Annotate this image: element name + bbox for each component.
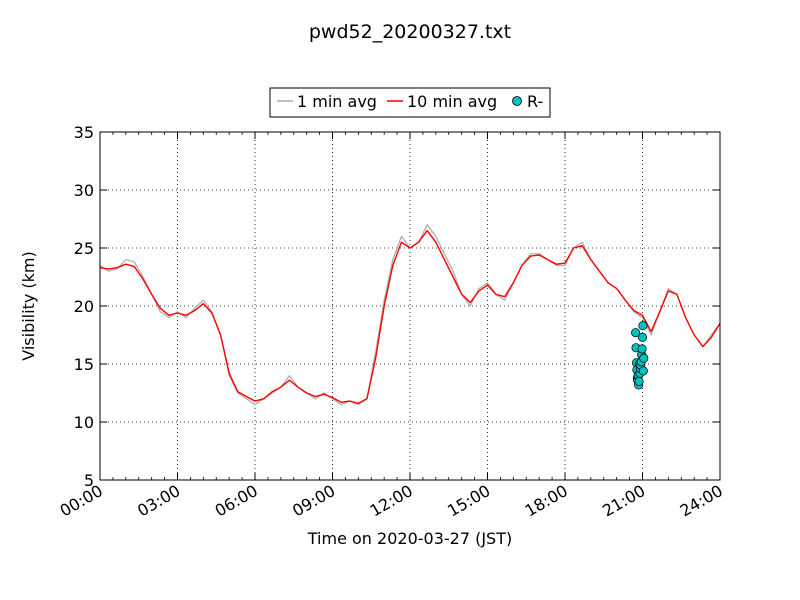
legend: 1 min avg 10 min avg R-: [269, 87, 551, 118]
series-line-10-min-avg: [99, 229, 721, 405]
rain-point: [637, 344, 647, 354]
y-axis-label: Visibility (km): [19, 251, 38, 360]
rain-point: [639, 353, 649, 363]
y-tick-label: 10: [74, 413, 94, 432]
rain-point: [637, 332, 648, 342]
y-tick-label: 15: [74, 355, 94, 374]
legend-label-1min: 1 min avg: [297, 92, 377, 111]
y-tick-label: 5: [84, 471, 94, 490]
rain-point: [634, 376, 644, 386]
y-tick-label: 30: [74, 181, 94, 200]
legend-label-rain: R-: [527, 92, 543, 111]
chart-title: pwd52_20200327.txt: [309, 21, 511, 43]
x-axis-label: Time on 2020-03-27 (JST): [307, 529, 512, 548]
y-tick-label: 25: [74, 239, 94, 258]
legend-label-10min: 10 min avg: [407, 92, 497, 111]
rain-point: [638, 321, 648, 331]
y-tick-label: 20: [74, 297, 94, 316]
rain-point: [631, 328, 641, 338]
y-tick-label: 35: [74, 123, 94, 142]
rain-point: [638, 366, 648, 376]
legend-marker-rain: [512, 96, 522, 106]
